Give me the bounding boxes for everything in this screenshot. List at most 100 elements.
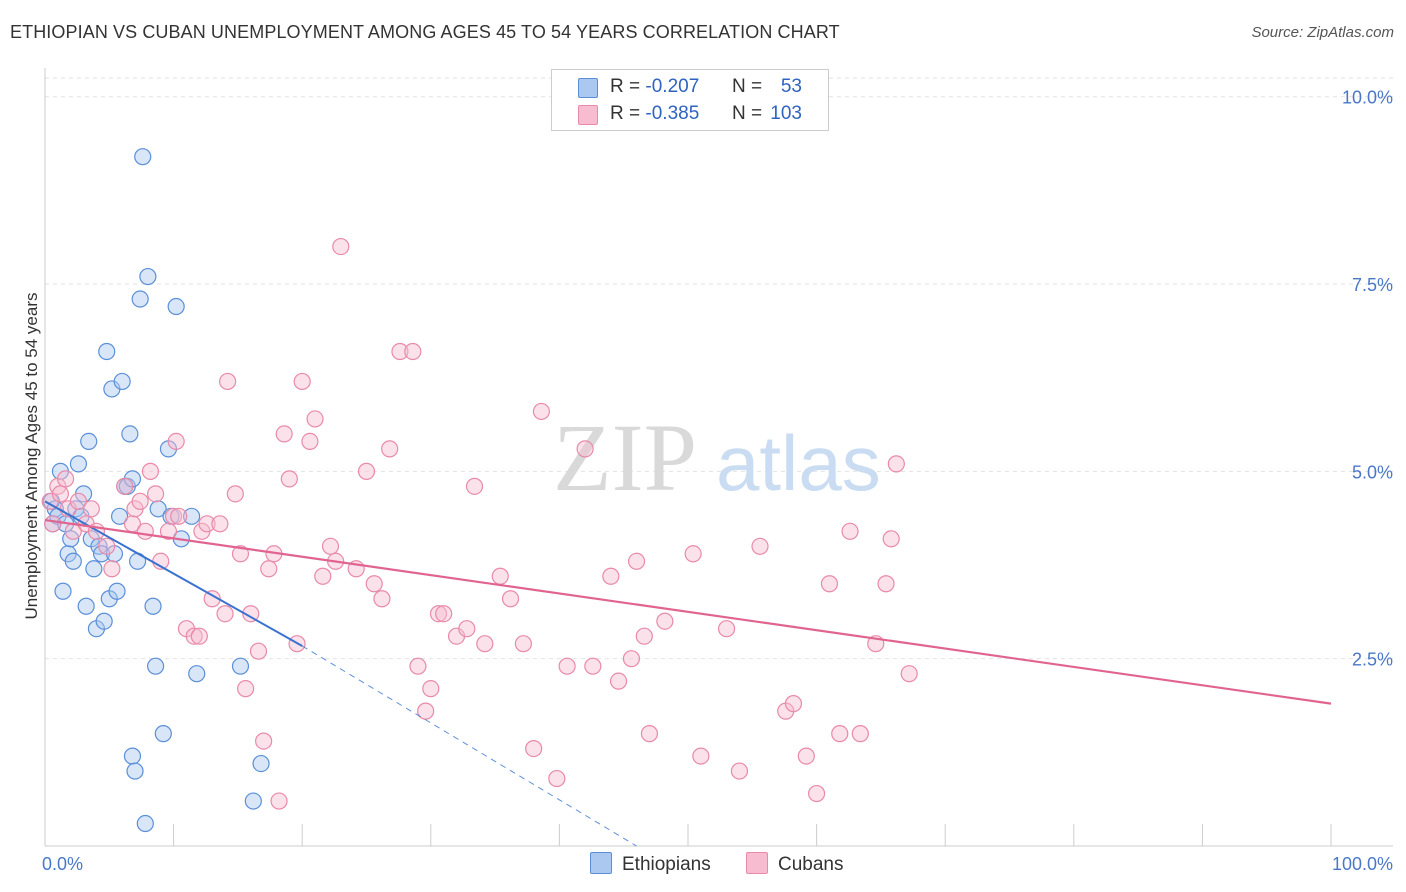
cuban-point: [391, 342, 409, 361]
legend-r-label: R =: [610, 76, 641, 97]
cuban-point: [357, 462, 376, 480]
ethiopian-point: [136, 814, 154, 833]
legend-swatch-cubans: [578, 105, 598, 125]
ethiopian-point: [64, 552, 82, 570]
cuban-point: [314, 567, 332, 585]
cuban-point: [692, 747, 710, 765]
cuban-point: [56, 470, 75, 488]
cuban-point: [622, 650, 641, 668]
cuban-point: [656, 612, 674, 630]
grid-lines: [45, 77, 1393, 660]
ethiopian-point: [146, 657, 165, 675]
cuban-point: [211, 515, 229, 533]
watermark: ZIP atlas: [553, 404, 881, 511]
cuban-point: [306, 410, 324, 428]
cuban-point: [231, 545, 250, 563]
cuban-point: [820, 575, 839, 593]
cuban-point: [807, 784, 826, 803]
cuban-point: [255, 732, 273, 750]
ethiopian-point: [126, 762, 144, 780]
legend-row-cubans: R = -0.385 N = 103: [552, 101, 828, 127]
cuban-point: [146, 485, 165, 503]
cuban-point: [429, 605, 448, 623]
cuban-point: [170, 507, 188, 525]
trend-lines: [44, 500, 1332, 847]
x-ticks: [173, 824, 1332, 846]
ethiopian-point: [154, 725, 172, 743]
cuban-point: [332, 237, 350, 256]
cuban-point: [751, 537, 769, 555]
cuban-point: [640, 725, 659, 743]
cuban-point: [465, 477, 484, 495]
swatch-ethiopians-icon: [590, 852, 612, 874]
ethiopian-point: [69, 455, 88, 473]
cuban-point: [887, 455, 905, 473]
ethiopian-point: [121, 425, 139, 443]
legend-n-label: N =: [732, 76, 763, 97]
cuban-point: [900, 665, 918, 683]
axes: [44, 68, 1393, 847]
legend-r-label: R =: [610, 103, 641, 124]
bottom-legend-label: Ethiopians: [622, 854, 711, 875]
cuban-point: [260, 560, 278, 578]
ethiopian-point: [123, 747, 142, 765]
cuban-point: [417, 702, 435, 720]
cuban-point: [365, 575, 383, 593]
cuban-point: [190, 627, 208, 645]
cuban-point: [116, 477, 134, 495]
cuban-point: [797, 747, 815, 765]
cuban-point: [548, 769, 566, 788]
cuban-point: [584, 657, 602, 675]
cubans-trend-line: [44, 518, 1332, 705]
cuban-point: [635, 627, 653, 645]
cuban-point: [44, 515, 62, 533]
cuban-point: [717, 620, 736, 638]
cuban-point: [784, 695, 803, 713]
watermark-atlas: atlas: [716, 419, 881, 507]
y-axis-label: Unemployment Among Ages 45 to 54 years: [22, 293, 41, 620]
cuban-point: [167, 432, 185, 450]
legend-n-value: 103: [770, 103, 802, 124]
cuban-point: [185, 627, 203, 645]
ethiopian-point: [183, 507, 201, 525]
bottom-legend-ethiopians: Ethiopians: [590, 852, 711, 876]
ethiopian-point: [167, 297, 185, 316]
swatch-cubans-icon: [746, 852, 768, 874]
ethiopian-point: [139, 267, 157, 286]
ethiopian-point: [244, 792, 262, 810]
cuban-point: [409, 657, 427, 675]
cuban-point: [476, 635, 494, 653]
legend-n-value: 53: [780, 76, 802, 97]
cuban-point: [609, 672, 628, 690]
cuban-point: [159, 522, 178, 540]
ethiopian-point: [54, 582, 72, 600]
ethiopian-point: [110, 507, 129, 525]
cuban-point: [237, 680, 255, 698]
legend-r-value: -0.207: [645, 76, 700, 97]
bottom-legend-cubans: Cubans: [746, 852, 844, 876]
cuban-point: [69, 492, 88, 510]
x-tick-label-max: 100.0%: [1332, 854, 1393, 874]
x-tick-label-min: 0.0%: [42, 854, 83, 874]
cuban-point: [373, 590, 391, 608]
ethiopian-point: [188, 665, 206, 683]
legend: R = -0.207 N = 53 R = -0.385 N = 103: [551, 69, 829, 131]
cuban-point: [882, 530, 900, 548]
cuban-point: [275, 425, 293, 443]
cuban-point: [602, 567, 620, 585]
cuban-point: [270, 792, 288, 810]
ethiopian-point: [85, 560, 103, 578]
y-tick-label: 2.5%: [1352, 650, 1393, 670]
cuban-point: [103, 560, 121, 578]
watermark-zip: ZIP: [553, 404, 697, 511]
cuban-point: [381, 440, 399, 458]
chart-title: ETHIOPIAN VS CUBAN UNEMPLOYMENT AMONG AG…: [10, 22, 840, 42]
cuban-point: [501, 590, 520, 608]
cuban-point: [141, 462, 160, 480]
ethiopian-point: [231, 657, 250, 675]
cuban-point: [98, 537, 116, 555]
ethiopian-point: [77, 597, 95, 615]
cuban-point: [458, 620, 476, 638]
cuban-point: [851, 725, 869, 743]
